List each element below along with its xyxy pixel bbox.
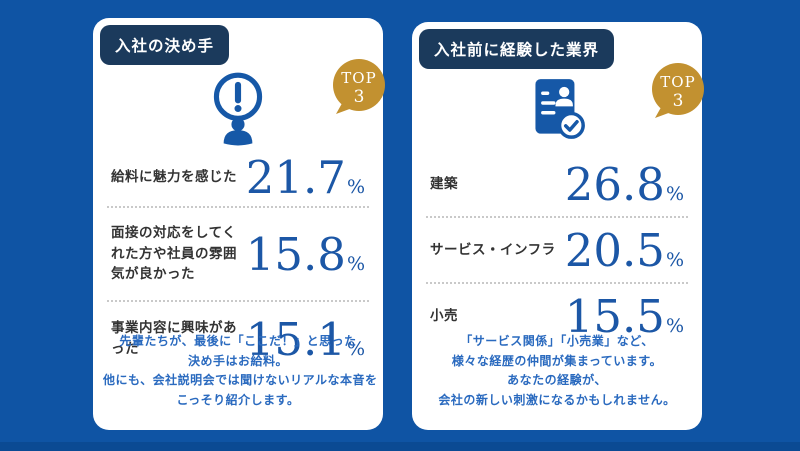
resume-check-icon [518,72,596,150]
item-label: 建築 [430,175,458,192]
note-line: 「サービス関係」「小売業」など、 [460,334,654,349]
card-title-badge: 入社前に経験した業界 [419,29,615,69]
item-label: サービス・インフラ [430,241,556,258]
note-line: 会社の新しい刺激になるかもしれません。 [438,392,676,407]
dotted-divider [107,300,369,302]
top3-badge: TOP 3 [648,62,706,122]
item-value: 26.8% [564,157,684,211]
item-label: 小売 [430,307,458,324]
dotted-divider [426,282,688,284]
svg-text:TOP: TOP [341,69,376,87]
ranking-item: 小売 15.5% [430,284,684,348]
percent-sign: % [346,175,365,198]
svg-text:3: 3 [673,91,684,111]
dotted-divider [107,206,369,208]
note-line: 他にも、会社説明会では聞けないリアルな本音を [103,373,378,388]
card-note: 「サービス関係」「小売業」など、 様々な経歴の仲間が集まっています。 あなたの経… [422,332,692,410]
bottom-band [0,442,800,451]
percent-sign: % [665,248,684,271]
svg-text:3: 3 [354,87,365,107]
item-value: 20.5% [564,223,684,277]
card-title-badge: 入社の決め手 [100,25,230,65]
note-line: こっそり紹介します。 [176,392,300,407]
percent-sign: % [665,314,684,337]
ranking-list: 給料に魅力を感じた 21.7% 面接の対応をしてくれた方や社員の雰囲気が良かった… [93,148,383,376]
note-line: あなたの経験が、 [507,373,607,388]
top3-badge: TOP 3 [329,58,387,118]
ranking-item: サービス・インフラ 20.5% [430,218,684,282]
ranking-item: 建築 26.8% [430,152,684,216]
note-line: 先輩たちが、最後に「ここだ！」と思った [119,334,357,349]
dotted-divider [426,216,688,218]
item-value: 15.5% [564,289,684,343]
item-label: 面接の対応をしてくれた方や社員の雰囲気が良かった [111,224,237,283]
card-joining-decision: 入社の決め手 TOP 3 給料に魅力を感じた 21.7% [93,18,385,430]
percent-sign: % [346,337,365,360]
item-value: 15.8% [245,227,365,281]
person-alert-icon [199,68,277,146]
svg-text:TOP: TOP [660,73,695,91]
note-line: 様々な経歴の仲間が集まっています。 [451,353,663,368]
card-note: 先輩たちが、最後に「ここだ！」と思った 決め手はお給料。 他にも、会社説明会では… [103,332,378,410]
percent-sign: % [665,182,684,205]
top3-bubble-icon: TOP 3 [652,63,704,118]
top3-bubble-icon: TOP 3 [333,59,385,114]
item-label: 事業内容に興味があった [111,320,237,357]
percent-sign: % [346,252,365,275]
ranking-item: 事業内容に興味があった 15.1% [111,302,365,376]
ranking-item: 給料に魅力を感じた 21.7% [111,148,365,206]
note-line: 決め手はお給料。 [187,353,288,368]
ranking-list: 建築 26.8% サービス・インフラ 20.5% 小売 15.5% [412,152,702,348]
card-prior-industries: 入社前に経験した業界 TOP 3 建築 [412,22,704,430]
item-value: 15.1% [245,312,365,366]
ranking-item: 面接の対応をしてくれた方や社員の雰囲気が良かった 15.8% [111,208,365,300]
item-label: 給料に魅力を感じた [111,168,237,185]
item-value: 21.7% [245,150,365,204]
